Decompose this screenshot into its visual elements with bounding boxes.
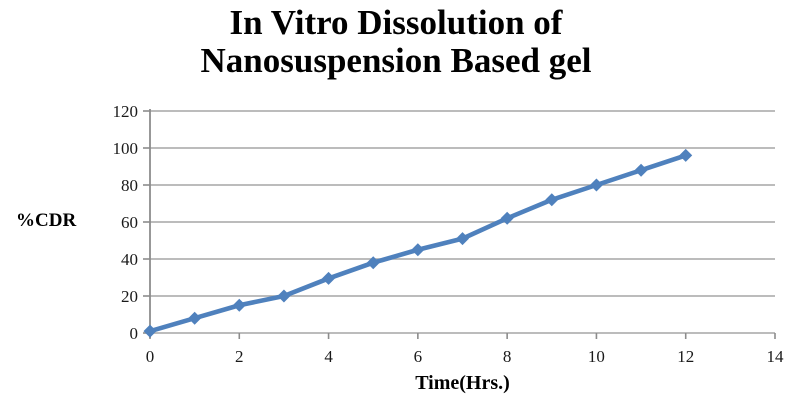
data-point-11h (634, 163, 648, 177)
data-point-1h (188, 311, 202, 325)
y-axis-title: %CDR (16, 210, 77, 231)
data-point-3h (277, 289, 291, 303)
y-tick-label-60: 60 (121, 213, 138, 232)
data-point-2h (232, 298, 246, 312)
y-tick-label-20: 20 (121, 287, 138, 306)
y-tick-label-40: 40 (121, 250, 138, 269)
data-point-5h (366, 256, 380, 270)
x-tick-label-10: 10 (588, 347, 605, 366)
data-point-10h (589, 178, 603, 192)
data-point-7h (456, 232, 469, 246)
x-tick-label-2: 2 (235, 347, 244, 366)
chart-title-line2: Nanosuspension Based gel (200, 41, 592, 80)
y-tick-label-100: 100 (113, 139, 139, 158)
x-tick-label-0: 0 (146, 347, 155, 366)
data-point-6h (411, 243, 425, 257)
x-axis-title: Time(Hrs.) (415, 372, 510, 394)
x-tick-label-12: 12 (677, 347, 694, 366)
x-tick-label-6: 6 (414, 347, 423, 366)
y-tick-label-80: 80 (121, 176, 138, 195)
data-point-12h (679, 148, 693, 162)
x-tick-label-4: 4 (324, 347, 333, 366)
data-point-9h (545, 193, 559, 207)
data-point-4h (322, 271, 336, 285)
y-tick-label-120: 120 (113, 102, 139, 121)
data-point-8h (500, 211, 514, 225)
y-tick-label-0: 0 (130, 324, 139, 343)
chart-title-line1: In Vitro Dissolution of (229, 3, 563, 42)
x-tick-label-8: 8 (503, 347, 512, 366)
x-tick-label-14: 14 (767, 347, 785, 366)
chart-title: In Vitro Dissolution of Nanosuspension B… (0, 4, 792, 80)
data-point-0h (143, 324, 157, 338)
